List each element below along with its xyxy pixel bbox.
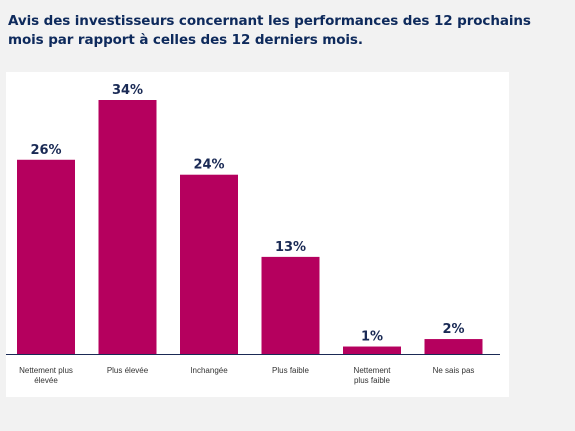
value-label-3: 13%: [275, 240, 306, 255]
category-label-3: Plus faible: [272, 366, 309, 375]
category-label-5: Ne sais pas: [433, 366, 475, 375]
value-label-2: 24%: [193, 158, 224, 173]
category-label-0: Nettement plus élevée: [19, 366, 73, 385]
category-label-2: Inchangée: [190, 366, 228, 375]
chart-panel: 26% Nettement plus élevée 34% Plus élevée 24%…: [6, 72, 509, 397]
category-label-1: Plus élevée: [107, 366, 149, 375]
chart-title: Avis des investisseurs concernant les pe…: [8, 13, 531, 48]
value-label-0: 26%: [30, 143, 61, 158]
bar-3: [261, 256, 320, 354]
value-label-4: 1%: [361, 330, 383, 345]
bar-0: [17, 159, 75, 354]
bar-5: [424, 339, 483, 354]
bar-4: [343, 346, 401, 354]
category-label-4: Nettement plus faible: [354, 366, 392, 385]
bar-2: [180, 174, 238, 354]
value-label-5: 2%: [442, 322, 464, 337]
value-label-1: 34%: [112, 83, 143, 98]
bar-1: [98, 100, 157, 354]
bar-chart: 26% Nettement plus élevée 34% Plus élevée 24%…: [6, 83, 500, 385]
